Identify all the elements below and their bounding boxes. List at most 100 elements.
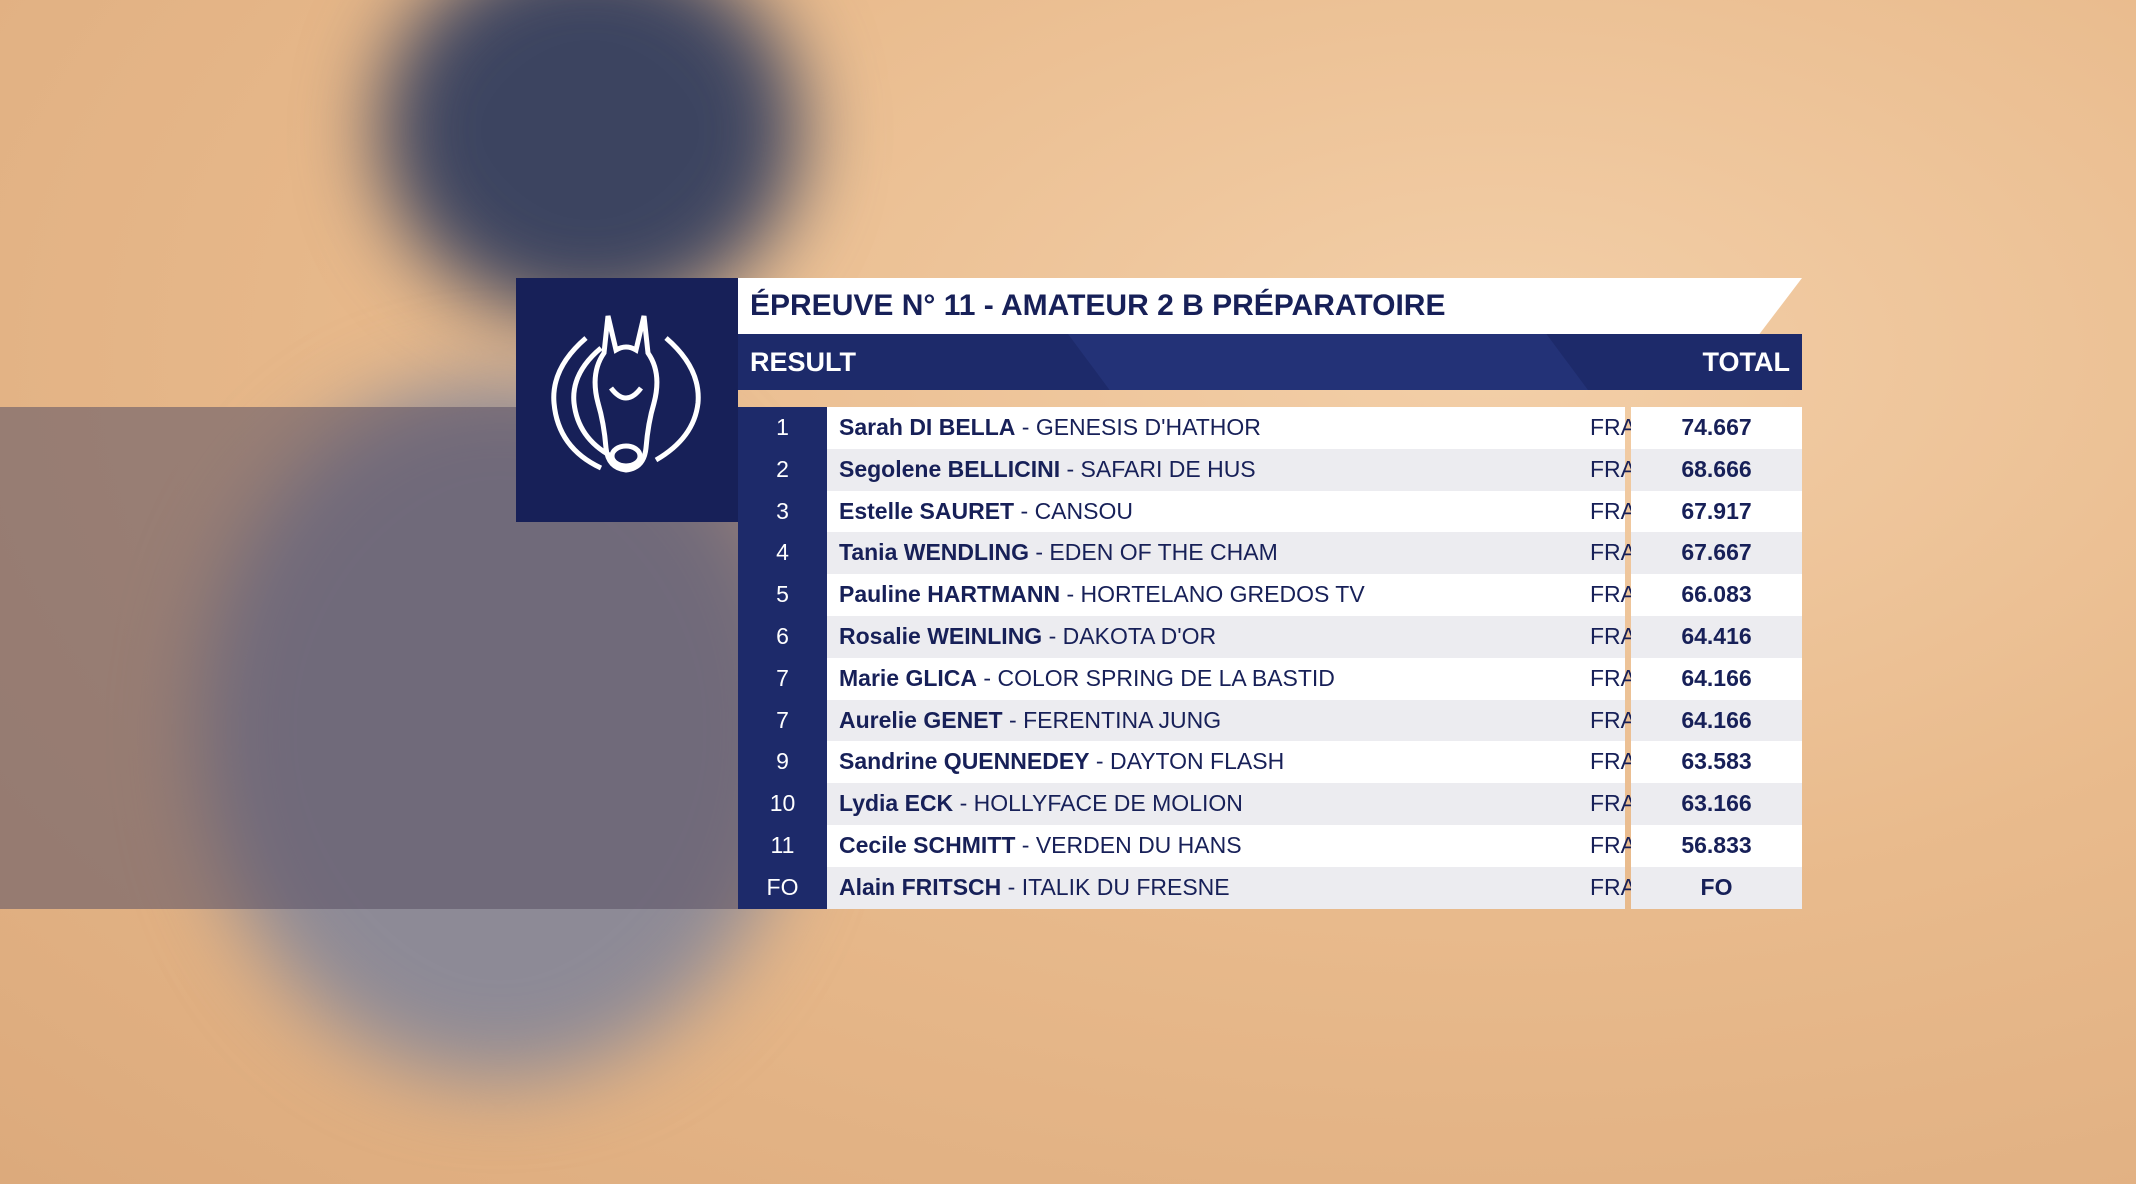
rank: 5 — [738, 574, 827, 616]
nation: FRA — [1590, 831, 1636, 858]
rank: 10 — [738, 783, 827, 825]
separator: - — [959, 790, 968, 817]
result-row: 11 Cecile SCHMITT - VERDEN DU HANS FRA 56.8… — [738, 824, 1802, 867]
horse: SAFARI DE HUS — [1080, 455, 1256, 482]
total: 74.667 — [1631, 407, 1802, 449]
rider: Lydia ECK — [839, 790, 954, 817]
entry: Cecile SCHMITT - VERDEN DU HANS FRA — [827, 824, 1695, 867]
total: 66.083 — [1631, 574, 1802, 616]
rank: 6 — [738, 615, 827, 658]
separator: - — [1066, 581, 1075, 608]
rank: 11 — [738, 824, 827, 867]
nation: FRA — [1590, 539, 1636, 566]
nation: FRA — [1590, 497, 1636, 524]
horse: COLOR SPRING DE LA BASTID — [997, 664, 1335, 691]
nation: FRA — [1590, 455, 1636, 482]
entry: Tania WENDLING - EDEN OF THE CHAM FRA — [827, 532, 1695, 575]
nation: FRA — [1590, 748, 1636, 775]
result-row: 1 Sarah DI BELLA - GENESIS D'HATHOR FRA 74.… — [738, 407, 1802, 449]
logo — [516, 278, 738, 522]
total: 64.416 — [1631, 615, 1802, 658]
horse: ITALIK DU FRESNE — [1021, 873, 1230, 900]
background-rider — [380, 0, 800, 320]
separator: - — [1035, 539, 1044, 566]
horse: EDEN OF THE CHAM — [1049, 539, 1278, 566]
rank: 7 — [738, 657, 827, 700]
nation: FRA — [1590, 873, 1636, 900]
nation: FRA — [1590, 581, 1636, 608]
separator: - — [1020, 497, 1029, 524]
result-row: 4 Tania WENDLING - EDEN OF THE CHAM FRA 67.… — [738, 532, 1802, 575]
total-header: TOTAL — [1702, 347, 1791, 377]
logo-icon — [551, 315, 701, 473]
entry: Rosalie WEINLING - DAKOTA D'OR FRA — [827, 615, 1695, 658]
separator: - — [1066, 455, 1075, 482]
rank: 7 — [738, 699, 827, 742]
result-header: RESULT — [750, 347, 856, 377]
total: 63.166 — [1631, 783, 1802, 825]
rider: Cecile SCHMITT — [839, 831, 1016, 858]
result-row: 7 Marie GLICA - COLOR SPRING DE LA BASTID… — [738, 657, 1802, 700]
total: 68.666 — [1631, 448, 1802, 491]
rank: 4 — [738, 532, 827, 575]
entry: Lydia ECK - HOLLYFACE DE MOLION FRA — [827, 783, 1695, 825]
separator: - — [1021, 831, 1030, 858]
entry: Segolene BELLICINI - SAFARI DE HUS FRA — [827, 448, 1695, 491]
nation: FRA — [1590, 790, 1636, 817]
total: 63.583 — [1631, 741, 1802, 784]
entry: Sandrine QUENNEDEY - DAYTON FLASH FRA — [827, 741, 1695, 784]
rank: FO — [738, 866, 827, 909]
rank: 3 — [738, 490, 827, 533]
results-table: 1 Sarah DI BELLA - GENESIS D'HATHOR FRA 74.… — [738, 407, 1802, 909]
nation: FRA — [1590, 414, 1636, 440]
rank: 9 — [738, 741, 827, 784]
header-bar: RESULT TOTAL — [738, 334, 1802, 390]
nation: FRA — [1590, 664, 1636, 691]
horse: HOLLYFACE DE MOLION — [973, 790, 1243, 817]
entry: Aurelie GENET - FERENTINA JUNG FRA — [827, 699, 1695, 742]
result-row: 3 Estelle SAURET - CANSOU FRA 67.917 — [738, 490, 1802, 533]
result-row: 7 Aurelie GENET - FERENTINA JUNG FRA 64.166 — [738, 699, 1802, 742]
rider: Marie GLICA — [839, 664, 978, 691]
rider: Segolene BELLICINI — [839, 455, 1061, 482]
total: 67.917 — [1631, 490, 1802, 533]
horse: HORTELANO GREDOS TV — [1080, 581, 1365, 608]
entry: Estelle SAURET - CANSOU FRA — [827, 490, 1695, 533]
separator: - — [1009, 706, 1017, 733]
total: 64.166 — [1631, 657, 1802, 700]
entry: Sarah DI BELLA - GENESIS D'HATHOR FRA — [827, 407, 1695, 449]
separator: - — [1095, 748, 1104, 775]
rider: Pauline HARTMANN — [839, 581, 1061, 608]
horse: VERDEN DU HANS — [1035, 831, 1242, 858]
entry: Pauline HARTMANN - HORTELANO GREDOS TV FR… — [827, 574, 1695, 616]
rank: 2 — [738, 448, 827, 491]
rank: 1 — [738, 407, 827, 449]
entry: Alain FRITSCH - ITALIK DU FRESNE FRA — [827, 866, 1695, 909]
total: 64.166 — [1631, 699, 1802, 742]
nation: FRA — [1590, 706, 1636, 733]
horse: DAKOTA D'OR — [1062, 622, 1217, 649]
horse: GENESIS D'HATHOR — [1035, 414, 1261, 440]
separator: - — [1007, 873, 1016, 900]
separator: - — [1021, 414, 1030, 440]
rider: Sandrine QUENNEDEY — [839, 748, 1090, 775]
rider: Aurelie GENET — [839, 706, 1003, 733]
horse: FERENTINA JUNG — [1023, 706, 1222, 733]
total: 56.833 — [1631, 824, 1802, 867]
result-row: 6 Rosalie WEINLING - DAKOTA D'OR FRA 64.416 — [738, 615, 1802, 658]
result-row: 5 Pauline HARTMANN - HORTELANO GREDOS TV F… — [738, 574, 1802, 616]
rider: Rosalie WEINLING — [839, 622, 1043, 649]
horse: DAYTON FLASH — [1109, 748, 1285, 775]
title: ÉPREUVE N° 11 - AMATEUR 2 B PRÉPARATOIRE — [738, 278, 1802, 334]
horse: CANSOU — [1034, 497, 1133, 524]
result-row: 10 Lydia ECK - HOLLYFACE DE MOLION FRA 63.1… — [738, 783, 1802, 825]
header-pattern — [1068, 334, 1588, 390]
separator: - — [983, 664, 992, 691]
result-row: 9 Sandrine QUENNEDEY - DAYTON FLASH FRA 63.… — [738, 741, 1802, 784]
rider: Sarah DI BELLA — [839, 414, 1016, 440]
entry: Marie GLICA - COLOR SPRING DE LA BASTID F… — [827, 657, 1695, 700]
nation: FRA — [1590, 622, 1636, 649]
result-row: FO Alain FRITSCH - ITALIK DU FRESNE FRA FO — [738, 866, 1802, 909]
total: 67.667 — [1631, 532, 1802, 575]
